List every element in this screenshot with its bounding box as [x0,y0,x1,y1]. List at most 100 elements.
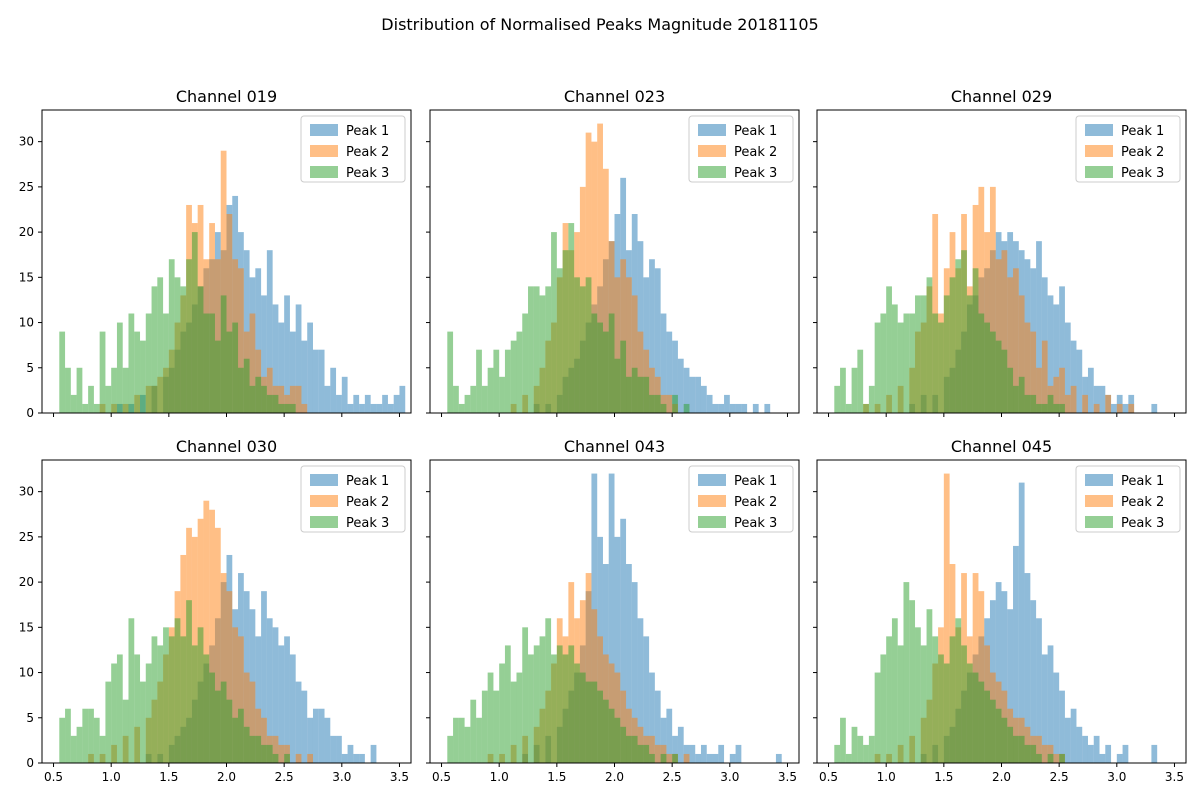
histogram-bar [301,403,308,413]
histogram-bar [995,708,1002,763]
histogram-bar [1001,591,1008,763]
histogram-bar [330,367,337,413]
series-3 [447,223,690,413]
histogram-bar [307,753,313,763]
histogram-bar [255,708,262,763]
histogram-bar [266,394,273,413]
histogram-bar [347,403,354,413]
histogram-bar [128,618,135,763]
histogram-bar [226,214,233,413]
histogram-bar [741,403,748,413]
histogram-bar [840,367,846,413]
series-3 [834,582,1065,763]
histogram-bar [637,331,644,413]
histogram-bar [289,385,296,413]
histogram-bar [214,527,221,763]
legend-label: Peak 2 [734,145,777,160]
histogram-bar [370,403,377,413]
histogram-bar [1105,744,1112,763]
y-tick-label: 15 [19,620,34,634]
histogram-bar [278,645,285,763]
histogram-bar [266,250,273,413]
histogram-bar [1024,744,1031,763]
histogram-bar [700,744,707,763]
histogram-bar [851,367,858,413]
histogram-bar [238,708,244,763]
histogram-bar [243,726,250,763]
histogram-bar [393,394,400,413]
histogram-bar [729,753,736,763]
histogram-bar [266,744,273,763]
histogram-bar [1105,394,1112,413]
histogram-bar [249,735,256,763]
histogram-bar [145,663,152,763]
histogram-bar [938,322,944,413]
histogram-bar [1030,331,1037,413]
histogram-bar [1111,403,1117,413]
histogram-bar [261,591,267,763]
legend-swatch [310,516,338,528]
histogram-bar [203,654,210,763]
histogram-bar [972,268,979,413]
histogram-bar [76,367,83,413]
histogram-bar [157,277,164,413]
histogram-bar [470,699,477,763]
histogram-bar [874,322,881,413]
histogram-bar [464,394,471,413]
histogram-bar [1030,600,1037,763]
histogram-bar [712,403,719,413]
histogram-bar [545,618,552,763]
histogram-bar [626,376,632,413]
histogram-bar [163,627,169,763]
histogram-bar [476,717,482,763]
histogram-bar [1059,286,1065,413]
x-tick-label: 2.0 [605,770,624,784]
histogram-bar [220,573,227,763]
histogram-bar [886,286,892,413]
legend-label: Peak 1 [1121,124,1164,139]
histogram-bar [134,331,141,413]
histogram-bar [504,645,511,763]
histogram-bar [70,394,77,413]
histogram-bar [1041,340,1048,413]
histogram-bar [510,681,517,763]
histogram-bar [1041,744,1048,763]
legend-label: Peak 2 [734,495,777,510]
histogram-bar [620,340,627,413]
histogram-bar [295,753,302,763]
histogram-bar [481,385,488,413]
histogram-bar [1007,609,1014,763]
histogram-bar [1099,753,1106,763]
histogram-bar [1076,349,1083,413]
histogram-bar [614,672,621,763]
histogram-bar [920,645,927,763]
histogram-bar [591,141,598,413]
histogram-bar [845,403,852,413]
legend: Peak 1 Peak 2 Peak 3 [1075,115,1181,183]
histogram-bar [284,394,290,413]
legend-label: Peak 3 [346,516,389,531]
legend: Peak 1 Peak 2 Peak 3 [688,115,794,183]
histogram-bar [278,744,285,763]
histogram-bar [949,277,956,413]
histogram-bar [1007,726,1014,763]
histogram-bar [735,403,742,413]
histogram-bar [989,331,996,413]
histogram-bar [654,744,661,763]
histogram-bar [209,509,215,763]
histogram-bar [752,403,759,413]
histogram-bar [626,708,632,763]
histogram-bar [70,735,77,763]
histogram-bar [718,744,725,763]
histogram-bar [364,394,371,413]
histogram-bar [289,403,296,413]
histogram-bar [1082,735,1088,763]
legend-label: Peak 1 [1121,474,1164,489]
histogram-bar [226,591,233,763]
histogram-bar [487,672,494,763]
histogram-bar [660,744,667,763]
histogram-bar [453,717,459,763]
histogram-bar [851,726,858,763]
